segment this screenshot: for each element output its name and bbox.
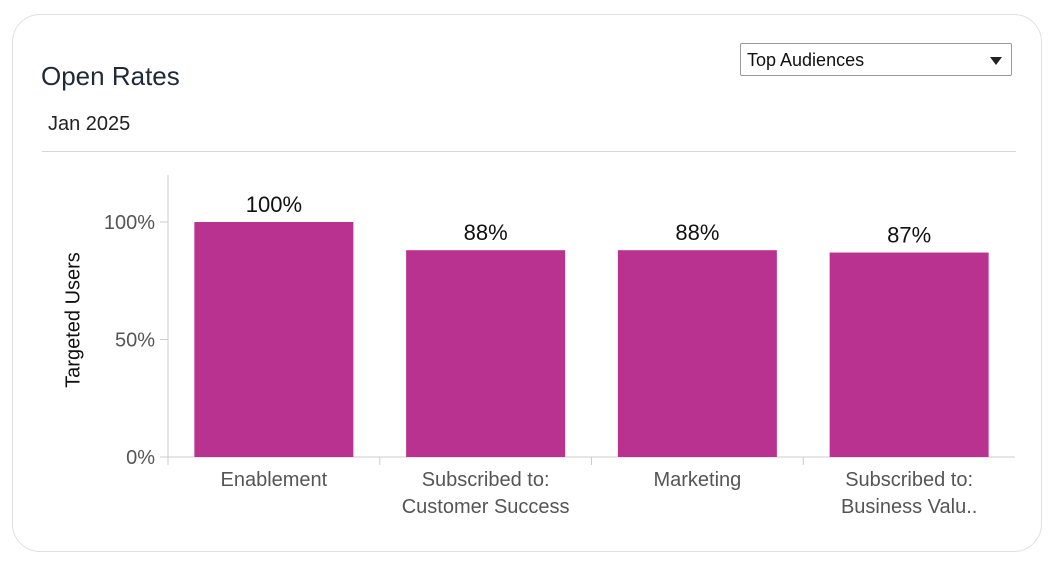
x-tick-label: Subscribed to: [845,469,973,491]
audience-select-value: Top Audiences [747,50,865,70]
data-label: 87% [887,223,931,248]
bar [829,252,989,457]
card-title: Open Rates [41,61,180,91]
y-tick-label: 0% [126,447,155,469]
data-label: 88% [675,220,719,245]
date-range-label: Jan 2025 [48,113,131,135]
y-tick-label: 50% [115,330,155,352]
header-divider [42,151,1016,152]
audience-select[interactable]: Top Audiences [740,43,1012,76]
x-tick-label: Customer Success [402,496,570,518]
y-tick-label: 100% [104,212,155,234]
y-axis-title: Targeted Users [62,252,84,388]
x-tick-label: Marketing [653,469,741,491]
bar [406,250,566,457]
chevron-down-icon [990,57,1002,65]
x-tick-label: Business Valu.. [841,496,977,518]
bar [617,250,777,457]
bar [194,222,354,457]
data-label: 100% [246,192,302,217]
x-tick-label: Subscribed to: [422,469,550,491]
x-tick-label: Enablement [221,469,328,491]
data-label: 88% [464,220,508,245]
